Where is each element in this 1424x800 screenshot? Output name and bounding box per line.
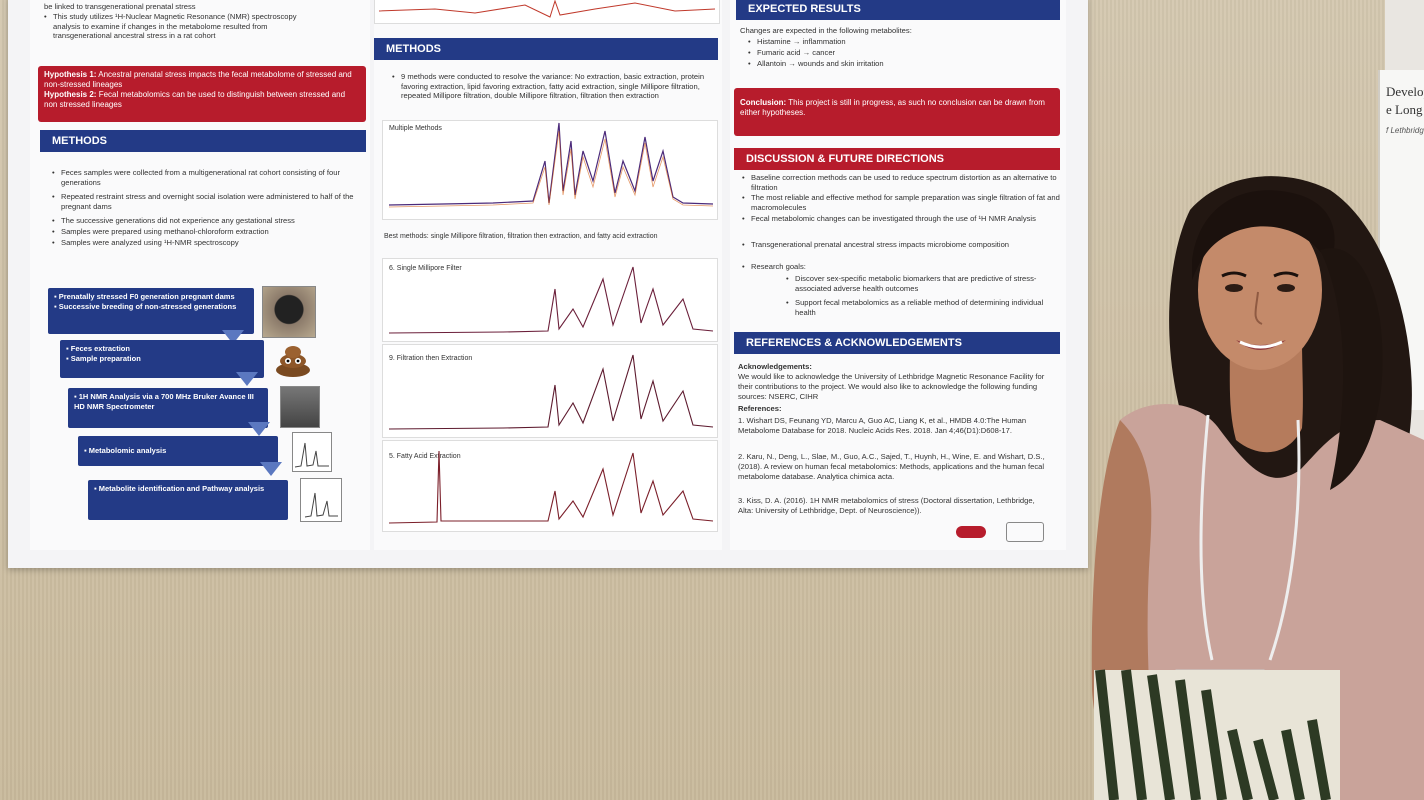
- flow-step-2b: Sample preparation: [70, 353, 141, 363]
- ref-label: References:: [738, 404, 782, 413]
- best-methods-note: Best methods: single Millipore filtratio…: [384, 233, 658, 240]
- flow-arrow-icon: [236, 372, 258, 386]
- filtration-extraction-spectrum: 9. Filtration then Extraction: [382, 344, 718, 438]
- discussion-heading: DISCUSSION & FUTURE DIRECTIONS: [734, 148, 1060, 170]
- fatty-acid-spectrum: 5. Fatty Acid Extraction: [382, 440, 718, 532]
- intro-bullet: This study utilizes ¹H-Nuclear Magnetic …: [44, 12, 373, 41]
- poster-column-middle: METHODS 9 methods were conducted to reso…: [374, 0, 722, 550]
- research-goal-2: Support fecal metabolomics as a reliable…: [786, 298, 1063, 317]
- intro-line-1: be linked to transgenerational prenatal …: [44, 2, 196, 11]
- reference-1: 1. Wishart DS, Feunang YD, Marcu A, Guo …: [738, 416, 1027, 435]
- single-millipore-spectrum: 6. Single Millipore Filter: [382, 258, 718, 342]
- expected-item-3: Allantoin → wounds and skin irritation: [748, 59, 1057, 69]
- conclusion-label: Conclusion:: [740, 98, 787, 107]
- methods-bullet-5: Samples were analyzed using ¹H-NMR spect…: [52, 238, 357, 248]
- poster-column-right: EXPECTED RESULTS Changes are expected in…: [730, 0, 1066, 550]
- flow-step-1a: Prenatally stressed F0 generation pregna…: [58, 292, 235, 301]
- methods-heading-middle: METHODS: [374, 38, 718, 60]
- discussion-item-1: Baseline correction methods can be used …: [742, 173, 1063, 192]
- intro-line-3: analysis to examine if changes in the me…: [53, 21, 268, 31]
- conclusion-box: Conclusion: This project is still in pro…: [734, 88, 1060, 136]
- presenter-photo: [1091, 176, 1424, 800]
- conclusion-text: This project is still in progress, as su…: [740, 98, 1045, 117]
- neighbor-poster-title-1: Develop: [1386, 84, 1424, 99]
- discussion-item-4: Transgenerational prenatal ancestral str…: [742, 240, 1063, 250]
- flow-step-5: ▪ Metabolite identification and Pathway …: [88, 480, 288, 520]
- flow-step-3: ▪ 1H NMR Analysis via a 700 MHz Bruker A…: [68, 388, 268, 428]
- flow-step-2: ▪ Feces extraction ▪ Sample preparation: [60, 340, 264, 378]
- flow-step-2a: Feces extraction: [70, 344, 130, 353]
- research-goal-1: Discover sex-specific metabolic biomarke…: [786, 274, 1063, 293]
- expected-intro: Changes are expected in the following me…: [740, 26, 912, 35]
- hypothesis-1-text: Ancestral prenatal stress impacts the fe…: [44, 70, 352, 89]
- expected-item-2: Fumaric acid → cancer: [748, 48, 1057, 58]
- top-spectrum-strip: [374, 0, 720, 24]
- references-heading: REFERENCES & ACKNOWLEDGEMENTS: [734, 332, 1060, 354]
- neighbor-poster-affiliation: f Lethbridge: [1386, 126, 1424, 135]
- expected-item-1: Histamine → inflammation: [748, 37, 1057, 47]
- methods-bullet-1: Feces samples were collected from a mult…: [52, 168, 357, 187]
- neighbor-poster-title-2: e Long: [1386, 102, 1423, 117]
- spectrum-thumb: [292, 432, 332, 472]
- methods-heading-left: METHODS: [40, 130, 366, 152]
- multiple-methods-label: Multiple Methods: [389, 125, 442, 132]
- flow-arrow-icon: [260, 462, 282, 476]
- poop-emoji-icon: [272, 340, 314, 378]
- flow-step-1: ▪ Prenatally stressed F0 generation preg…: [48, 288, 254, 334]
- university-logo: [956, 526, 986, 538]
- panel-2-label: 9. Filtration then Extraction: [389, 355, 473, 362]
- pathway-thumb: [300, 478, 342, 522]
- poster-column-left: be linked to transgenerational prenatal …: [30, 0, 370, 550]
- flow-step-4: ▪ Metabolomic analysis: [78, 436, 278, 466]
- flow-step-3a: 1H NMR Analysis via a 700 MHz Bruker Ava…: [74, 392, 254, 411]
- intro-line-2: This study utilizes ¹H-Nuclear Magnetic …: [53, 12, 297, 21]
- methods-bullet-2: Repeated restraint stress and overnight …: [52, 192, 357, 211]
- flow-step-1b: Successive breeding of non-stressed gene…: [58, 301, 237, 311]
- rat-photo: [262, 286, 316, 338]
- ack-text: We would like to acknowledge the Univers…: [738, 372, 1045, 401]
- funding-logo: [1006, 522, 1044, 542]
- methods-mid-bullet: 9 methods were conducted to resolve the …: [392, 72, 713, 101]
- ack-label: Acknowledgements:: [738, 362, 812, 371]
- hypothesis-2-text: Fecal metabolomics can be used to distin…: [44, 90, 346, 109]
- methods-bullet-4: Samples were prepared using methanol-chl…: [52, 227, 357, 237]
- nmr-photo: [280, 386, 320, 428]
- flow-step-4a: Metabolomic analysis: [88, 446, 167, 455]
- reference-3: 3. Kiss, D. A. (2016). 1H NMR metabolomi…: [738, 496, 1035, 515]
- multiple-methods-spectrum: Multiple Methods: [382, 120, 718, 220]
- reference-2: 2. Karu, N., Deng, L., Slae, M., Guo, A.…: [738, 452, 1045, 481]
- discussion-item-5: Research goals:: [742, 262, 1063, 272]
- expected-results-heading: EXPECTED RESULTS: [736, 0, 1060, 20]
- discussion-item-3: Fecal metabolomic changes can be investi…: [742, 214, 1063, 224]
- intro-line-4: transgenerational ancestral stress in a …: [53, 31, 216, 40]
- hypothesis-2-label: Hypothesis 2:: [44, 90, 97, 99]
- hypotheses-box: Hypothesis 1: Ancestral prenatal stress …: [38, 66, 366, 122]
- discussion-item-2: The most reliable and effective method f…: [742, 193, 1063, 212]
- flow-step-5a: Metabolite identification and Pathway an…: [98, 484, 265, 493]
- methods-bullet-3: The successive generations did not exper…: [52, 216, 357, 226]
- research-poster: be linked to transgenerational prenatal …: [8, 0, 1088, 568]
- flow-arrow-icon: [248, 422, 270, 436]
- hypothesis-1-label: Hypothesis 1:: [44, 70, 97, 79]
- panel-1-label: 6. Single Millipore Filter: [389, 265, 462, 272]
- panel-3-label: 5. Fatty Acid Extraction: [389, 453, 461, 460]
